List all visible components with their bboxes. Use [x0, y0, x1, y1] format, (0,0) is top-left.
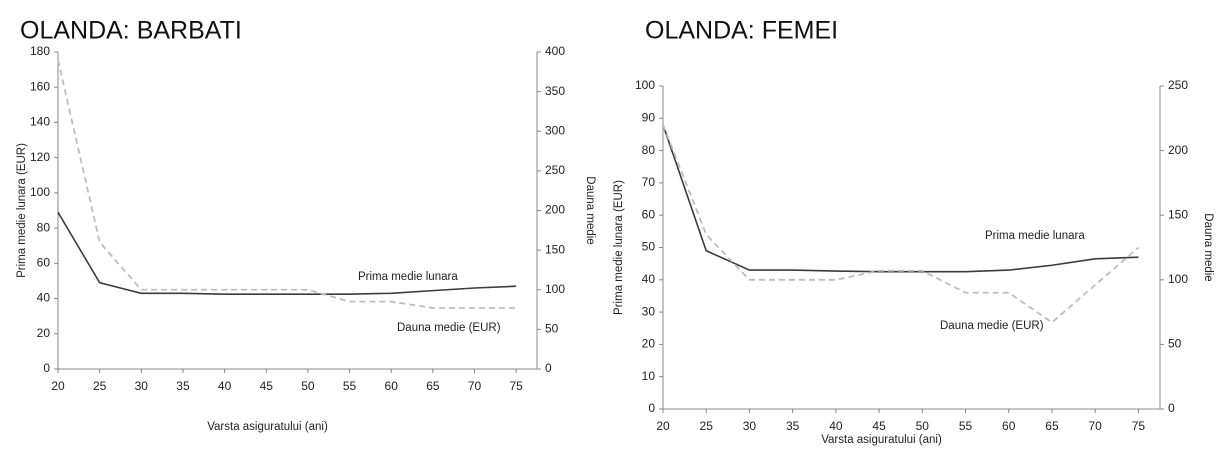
y-tick-label: 100	[635, 78, 655, 92]
series-line	[662, 124, 1139, 273]
y2-tick-label: 150	[1168, 207, 1188, 221]
x-tick-label: 40	[829, 419, 843, 433]
x-axis-label: Varsta asiguratului (ani)	[207, 421, 328, 433]
y2-tick-label: 300	[545, 123, 565, 137]
y-tick-label: 40	[642, 272, 656, 286]
y2-tick-label: 200	[1168, 143, 1188, 157]
y2-tick-label: 50	[1168, 337, 1182, 351]
y-tick-label: 10	[642, 369, 656, 383]
y-tick-label: 20	[37, 326, 51, 340]
y2-tick-label: 150	[545, 242, 565, 256]
y-axis-label: Prima medie lunara (EUR)	[613, 180, 625, 315]
series-label: Dauna medie (EUR)	[397, 322, 501, 334]
x-tick-label: 55	[959, 419, 973, 433]
y2-tick-label: 0	[545, 361, 552, 375]
x-tick-label: 60	[385, 379, 399, 393]
x-tick-label: 50	[301, 379, 315, 393]
x-tick-label: 70	[1088, 419, 1102, 433]
series-label: Prima medie lunara	[358, 271, 458, 283]
y-tick-label: 60	[642, 207, 656, 221]
y2-tick-label: 250	[545, 163, 565, 177]
x-tick-label: 45	[872, 419, 886, 433]
y2-axis-label: Dauna medie	[1202, 213, 1214, 281]
series-label: Dauna medie (EUR)	[940, 320, 1044, 332]
x-axis-label: Varsta asiguratului (ani)	[821, 434, 942, 446]
y-tick-label: 140	[30, 115, 50, 129]
x-tick-label: 60	[1002, 419, 1016, 433]
x-tick-label: 30	[743, 419, 757, 433]
y2-tick-label: 100	[545, 282, 565, 296]
y-tick-label: 90	[642, 110, 656, 124]
y-tick-label: 0	[43, 361, 50, 375]
x-tick-label: 65	[426, 379, 440, 393]
y-tick-label: 70	[642, 175, 656, 189]
y2-tick-label: 100	[1168, 272, 1188, 286]
x-tick-label: 65	[1045, 419, 1059, 433]
y-tick-label: 0	[648, 401, 655, 415]
y-tick-label: 100	[30, 185, 50, 199]
series-line	[662, 124, 1139, 324]
x-tick-label: 35	[786, 419, 800, 433]
series-line	[57, 211, 517, 295]
series-label: Prima medie lunara	[985, 230, 1085, 242]
y2-tick-label: 250	[1168, 78, 1188, 92]
series-line	[57, 59, 517, 309]
y2-tick-label: 50	[545, 322, 559, 336]
x-tick-label: 25	[93, 379, 107, 393]
y2-tick-label: 400	[545, 44, 565, 58]
x-tick-label: 20	[51, 379, 65, 393]
y2-tick-label: 350	[545, 84, 565, 98]
y-tick-label: 30	[642, 304, 656, 318]
x-tick-label: 75	[1132, 419, 1146, 433]
x-tick-label: 35	[176, 379, 190, 393]
x-tick-label: 25	[700, 419, 714, 433]
x-tick-label: 50	[916, 419, 930, 433]
y-tick-label: 20	[642, 337, 656, 351]
y-tick-label: 120	[30, 150, 50, 164]
y2-axis-label: Dauna medie	[584, 176, 596, 244]
x-tick-label: 70	[468, 379, 482, 393]
x-tick-label: 30	[135, 379, 149, 393]
y2-tick-label: 200	[545, 203, 565, 217]
x-tick-label: 20	[656, 419, 670, 433]
y-tick-label: 60	[37, 256, 51, 270]
y-tick-label: 80	[37, 220, 51, 234]
y2-tick-label: 0	[1168, 401, 1175, 415]
y-tick-label: 40	[37, 291, 51, 305]
y-tick-label: 180	[30, 44, 50, 58]
chart-title: OLANDA: BARBATI	[20, 17, 242, 45]
x-tick-label: 55	[343, 379, 357, 393]
y-tick-label: 50	[642, 240, 656, 254]
x-tick-label: 75	[509, 379, 523, 393]
x-tick-label: 45	[260, 379, 274, 393]
y-axis-label: Prima medie lunara (EUR)	[16, 143, 28, 278]
x-tick-label: 40	[218, 379, 232, 393]
y-tick-label: 160	[30, 79, 50, 93]
y-tick-label: 80	[642, 143, 656, 157]
chart-title: OLANDA: FEMEI	[645, 17, 838, 45]
